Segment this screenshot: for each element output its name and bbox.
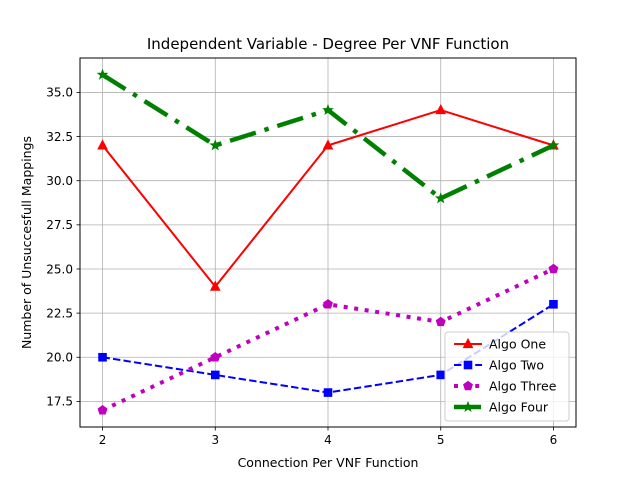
y-tick-label: 25.0 (46, 262, 73, 276)
y-axis-label: Number of Unsuccesfull Mappings (19, 136, 34, 349)
y-tick-label: 32.5 (46, 130, 73, 144)
data-point (434, 192, 447, 204)
data-point (210, 352, 221, 362)
data-point (96, 68, 109, 80)
x-tick-label: 3 (211, 433, 219, 447)
x-tick-label: 6 (550, 433, 558, 447)
y-tick-label: 20.0 (46, 351, 73, 365)
data-point (435, 316, 446, 327)
legend-box (444, 331, 570, 422)
y-tick-label: 30.0 (46, 174, 73, 188)
data-point (547, 139, 560, 151)
series-layer (96, 68, 560, 415)
data-point (322, 139, 334, 150)
y-tick-label: 35.0 (46, 86, 73, 100)
chart-title: Independent Variable - Degree Per VNF Fu… (147, 35, 509, 53)
data-point (97, 139, 108, 150)
data-point (323, 388, 333, 397)
data-point (322, 103, 334, 116)
ticks: 2 3 4 5 6 17.5 20.0 22.5 25.0 27.5 30.0 32.5 35.0 (46, 86, 557, 447)
legend-marker (463, 380, 473, 391)
x-axis-label: Connection Per VNF Function (238, 455, 419, 470)
y-tick-label: 27.5 (46, 218, 73, 232)
data-point (435, 104, 447, 115)
data-point (97, 405, 108, 415)
legend-label: Algo One (489, 337, 546, 352)
y-tick-label: 17.5 (46, 395, 73, 409)
x-tick-label: 5 (437, 433, 445, 447)
legend-marker (462, 337, 474, 349)
data-point (98, 352, 107, 362)
series-line (101, 267, 555, 413)
legend-label: Algo Four (489, 400, 549, 415)
series-3 (97, 263, 559, 415)
legend-label: Algo Two (489, 358, 544, 373)
x-tick-label: 4 (324, 433, 332, 447)
data-point (209, 139, 222, 151)
y-tick-label: 22.5 (46, 306, 73, 320)
data-point (549, 299, 558, 309)
legend-marker (463, 360, 473, 370)
legend-marker (462, 400, 474, 412)
x-tick-label: 2 (99, 433, 107, 447)
data-point (323, 299, 333, 309)
data-point (209, 280, 221, 291)
legend: Algo One Algo Two Algo Three Algo Four (444, 331, 570, 422)
grid (80, 58, 576, 427)
legend-label: Algo Three (489, 379, 557, 394)
data-point (210, 370, 220, 380)
data-point (436, 370, 446, 380)
series-4 (96, 68, 560, 204)
data-point (548, 263, 559, 274)
